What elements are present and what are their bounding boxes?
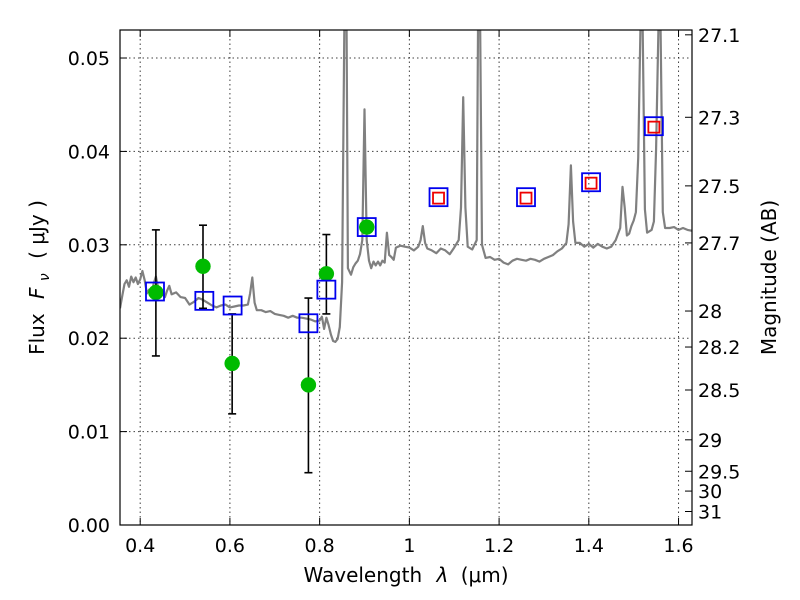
observed-flux-point bbox=[358, 219, 375, 235]
model-flux-square bbox=[643, 116, 664, 137]
y-tick-label: 0.03 bbox=[68, 235, 110, 257]
right-tick-label: 27.5 bbox=[698, 176, 740, 198]
right-tick-label: 27.3 bbox=[698, 107, 740, 129]
plot-area bbox=[120, 30, 692, 474]
x-tick-label: 0.8 bbox=[305, 535, 335, 557]
model-flux-red-square bbox=[647, 120, 661, 134]
axes-frame bbox=[119, 29, 693, 526]
model-spectrum-line bbox=[120, 30, 692, 343]
axis-ticks: 0.4 0.6 0.8 1 1.2 1.4 1.6 0.00 0.01 0.02 0.03 0.04 0… bbox=[68, 25, 741, 557]
x-tick-label: 0.4 bbox=[125, 535, 155, 557]
model-flux-square bbox=[356, 217, 377, 237]
x-tick-label: 0.6 bbox=[215, 535, 245, 557]
model-flux-square bbox=[428, 187, 449, 208]
observed-flux-point bbox=[195, 258, 211, 275]
model-flux-red-square bbox=[432, 191, 445, 205]
model-flux-square bbox=[316, 279, 337, 300]
right-tick-label: 30 bbox=[698, 481, 722, 503]
y-tick-label: 0.01 bbox=[68, 422, 110, 444]
right-tick-label: 28.5 bbox=[698, 380, 740, 402]
model-flux-red-square bbox=[584, 176, 598, 190]
observed-flux-point bbox=[300, 377, 317, 393]
right-tick-label: 28 bbox=[698, 301, 722, 323]
x-tick-label: 1.6 bbox=[663, 535, 693, 557]
model-flux-square bbox=[194, 290, 215, 311]
model-flux-square bbox=[581, 172, 601, 193]
right-tick-label: 27.7 bbox=[698, 233, 740, 255]
y-tick-label: 0.00 bbox=[68, 515, 110, 537]
model-flux-square bbox=[222, 295, 243, 316]
model-flux-square bbox=[298, 313, 319, 334]
y-tick-label: 0.04 bbox=[68, 141, 110, 163]
y-tick-label: 0.02 bbox=[68, 328, 110, 350]
x-tick-label: 1.4 bbox=[574, 535, 604, 557]
right-axis-label: Magnitude (AB) bbox=[757, 200, 781, 355]
x-axis-label: Wavelength λ (μm) bbox=[303, 563, 508, 587]
model-flux-square bbox=[145, 281, 165, 302]
model-flux-square bbox=[516, 187, 536, 208]
observed-flux-point bbox=[224, 355, 240, 372]
y-tick-label: 0.05 bbox=[68, 48, 110, 70]
right-tick-label: 31 bbox=[698, 501, 722, 523]
y-axis-label: Flux F ν ( μJy ) bbox=[25, 200, 54, 355]
observed-flux-point bbox=[148, 284, 164, 301]
observed-flux-point bbox=[318, 266, 335, 282]
grid-lines bbox=[120, 30, 692, 526]
x-tick-label: 1 bbox=[403, 535, 415, 557]
right-tick-label: 28.2 bbox=[698, 337, 740, 359]
model-flux-red-square bbox=[519, 191, 533, 205]
x-tick-label: 1.2 bbox=[484, 535, 514, 557]
right-tick-label: 29 bbox=[698, 430, 722, 452]
right-tick-label: 27.1 bbox=[698, 25, 740, 47]
right-tick-label: 29.5 bbox=[698, 461, 740, 483]
